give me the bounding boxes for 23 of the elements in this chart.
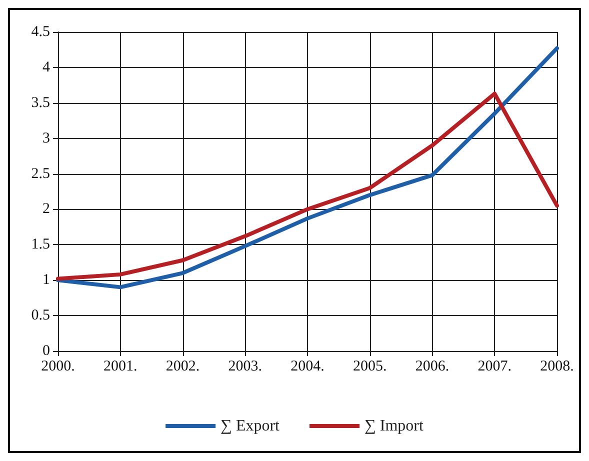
x-tick-label: 2006. bbox=[415, 358, 450, 374]
y-tick-label: 4 bbox=[42, 59, 50, 76]
y-tick-label: 0 bbox=[42, 343, 50, 359]
x-tick-label: 2002. bbox=[166, 358, 200, 374]
x-tick-label: 2001. bbox=[104, 358, 138, 374]
x-tick-label: 2007. bbox=[478, 358, 512, 374]
legend-label: ∑ Import bbox=[364, 418, 424, 434]
x-tick-label: 2004. bbox=[290, 358, 324, 374]
x-tick-label: 2000. bbox=[41, 358, 75, 374]
legend-label: ∑ Export bbox=[220, 418, 280, 434]
x-tick-label: 2008. bbox=[540, 358, 574, 374]
y-tick-label: 3 bbox=[42, 130, 50, 146]
y-tick-label: 0.5 bbox=[31, 308, 50, 324]
y-tick-label: 3.5 bbox=[31, 94, 50, 111]
x-tick-label: 2003. bbox=[228, 358, 262, 374]
y-tick-label: 2.5 bbox=[31, 166, 50, 182]
y-tick-label: 1 bbox=[42, 272, 50, 288]
line-series bbox=[56, 92, 559, 281]
line-series bbox=[56, 46, 559, 290]
y-tick-label: 1.5 bbox=[31, 236, 50, 253]
x-tick-label: 2005. bbox=[353, 358, 387, 374]
y-tick-label: 4.5 bbox=[31, 24, 50, 40]
y-tick-label: 2 bbox=[42, 201, 50, 218]
